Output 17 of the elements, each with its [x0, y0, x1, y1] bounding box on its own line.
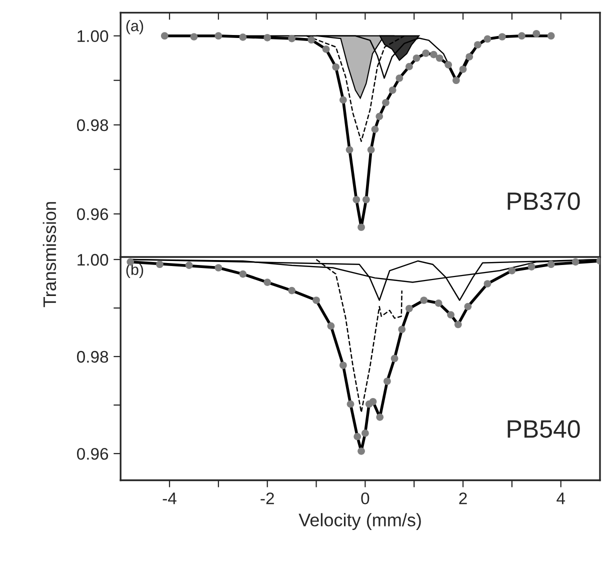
y-tick-label: 1.00 [78, 30, 108, 42]
x-tick-label: 4 [556, 492, 565, 504]
y-tick-label: 0.98 [77, 350, 108, 363]
x-axis-title: Velocity (mm/s) [298, 513, 421, 530]
x-tick-label: -4 [162, 492, 176, 504]
annotation: PB370 [508, 192, 580, 210]
x-tick-label: 0 [361, 492, 370, 504]
annotation: (a) [126, 20, 144, 34]
annotation: PB540 [508, 420, 580, 438]
annotation: (b) [126, 264, 144, 278]
y-axis-title: Transmission [42, 202, 56, 308]
x-tick-label: 2 [459, 492, 467, 504]
y-tick-label: 0.98 [77, 119, 108, 132]
y-tick-label: 0.96 [77, 208, 108, 220]
y-tick-label: 1.00 [78, 254, 108, 266]
y-tick-label: 0.96 [77, 448, 108, 460]
x-tick-label: -2 [260, 492, 274, 504]
